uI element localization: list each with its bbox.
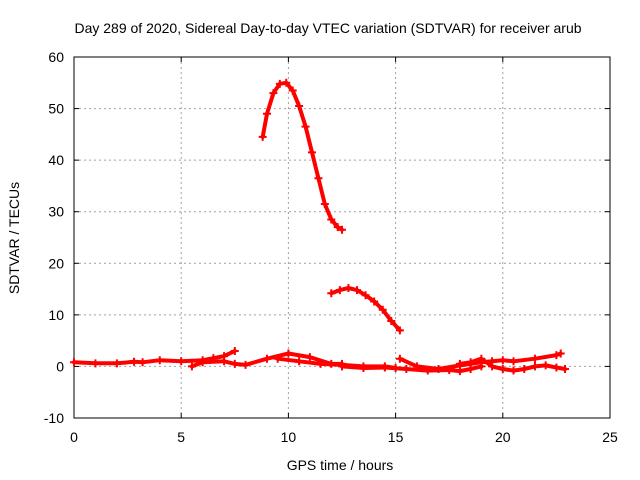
- data-point: [552, 351, 561, 360]
- data-point: [305, 353, 314, 362]
- data-point: [361, 291, 370, 300]
- y-tick-label: 20: [48, 255, 64, 271]
- data-point: [520, 365, 529, 374]
- data-point: [509, 366, 518, 375]
- data-point: [187, 362, 196, 371]
- data-point: [509, 357, 518, 366]
- data-point: [477, 354, 486, 363]
- series-line: [260, 80, 344, 232]
- data-point: [262, 354, 271, 363]
- x-tick-label: 5: [177, 429, 185, 445]
- data-point: [370, 297, 379, 306]
- data-point: [413, 362, 422, 371]
- data-point: [552, 363, 561, 372]
- data-point: [402, 365, 411, 374]
- y-tick-label: 0: [56, 358, 64, 374]
- plot-frame: [73, 56, 611, 419]
- data-point: [387, 317, 396, 326]
- grid: [74, 57, 610, 418]
- data-point: [498, 365, 507, 374]
- y-tick-label: 10: [48, 307, 64, 323]
- data-point: [198, 358, 207, 367]
- data-point: [273, 354, 282, 363]
- data-point: [530, 354, 539, 363]
- data-point: [327, 215, 336, 224]
- data-point: [335, 286, 344, 295]
- data-point: [466, 365, 475, 374]
- x-tick-label: 20: [495, 429, 511, 445]
- data-point: [316, 359, 325, 368]
- data-point: [269, 89, 278, 98]
- data-point: [282, 78, 291, 87]
- y-tick-label: 40: [48, 152, 64, 168]
- data-point: [434, 365, 443, 374]
- data-point: [295, 101, 304, 110]
- y-axis-label: SDTVAR / TECUs: [6, 182, 22, 294]
- data-point: [301, 122, 310, 131]
- data-point: [488, 362, 497, 371]
- y-tick-label: 30: [48, 204, 64, 220]
- data-point: [560, 365, 569, 374]
- series-arc-low-a: [70, 346, 239, 368]
- data-point: [498, 356, 507, 365]
- data-point: [295, 357, 304, 366]
- data-point: [333, 223, 342, 232]
- data-point: [70, 358, 78, 367]
- series-arc-low-f: [455, 354, 569, 375]
- data-point: [155, 356, 164, 365]
- data-point: [138, 358, 147, 367]
- data-point: [91, 359, 100, 368]
- data-point: [466, 358, 475, 367]
- data-point: [275, 79, 284, 88]
- data-point: [338, 362, 346, 371]
- series-arc-low-d: [338, 362, 486, 376]
- y-tick-label: 50: [48, 101, 64, 117]
- y-tick-label: 60: [48, 49, 64, 65]
- data-point: [380, 363, 389, 372]
- data-point: [327, 289, 336, 298]
- series-arc-mid: [327, 284, 404, 335]
- data-point: [230, 359, 239, 368]
- data-point: [395, 326, 404, 335]
- data-point: [455, 359, 464, 368]
- data-point: [220, 357, 229, 366]
- x-tick-label: 0: [70, 429, 78, 445]
- data-point: [288, 86, 297, 95]
- x-axis-label: GPS time / hours: [287, 457, 394, 473]
- data-series: [70, 78, 569, 376]
- data-point: [177, 357, 186, 366]
- data-point: [262, 109, 271, 118]
- x-tick-label: 25: [602, 429, 618, 445]
- data-point: [284, 349, 293, 358]
- data-point: [230, 346, 239, 355]
- data-point: [241, 360, 250, 369]
- series-arc-high: [258, 78, 346, 234]
- x-tick-label: 10: [281, 429, 297, 445]
- x-tick-label: 15: [388, 429, 404, 445]
- data-point: [130, 357, 139, 366]
- data-point: [307, 148, 316, 157]
- data-point: [112, 359, 121, 368]
- data-point: [338, 225, 346, 234]
- data-point: [378, 305, 387, 314]
- data-point: [320, 199, 329, 208]
- data-point: [353, 286, 362, 295]
- data-point: [258, 132, 267, 141]
- series-arc-low-b: [187, 349, 346, 371]
- data-point: [359, 363, 368, 372]
- data-point: [530, 362, 539, 371]
- axis-ticks: 0 5 10 15 20 25 -10 0 10 20 30 40 50 60: [44, 49, 618, 445]
- chart-title: Day 289 of 2020, Sidereal Day-to-day VTE…: [74, 20, 581, 36]
- data-point: [541, 361, 550, 370]
- data-point: [556, 349, 565, 358]
- data-point: [395, 354, 404, 363]
- data-point: [344, 284, 353, 293]
- y-tick-label: -10: [44, 410, 64, 426]
- data-point: [314, 174, 323, 183]
